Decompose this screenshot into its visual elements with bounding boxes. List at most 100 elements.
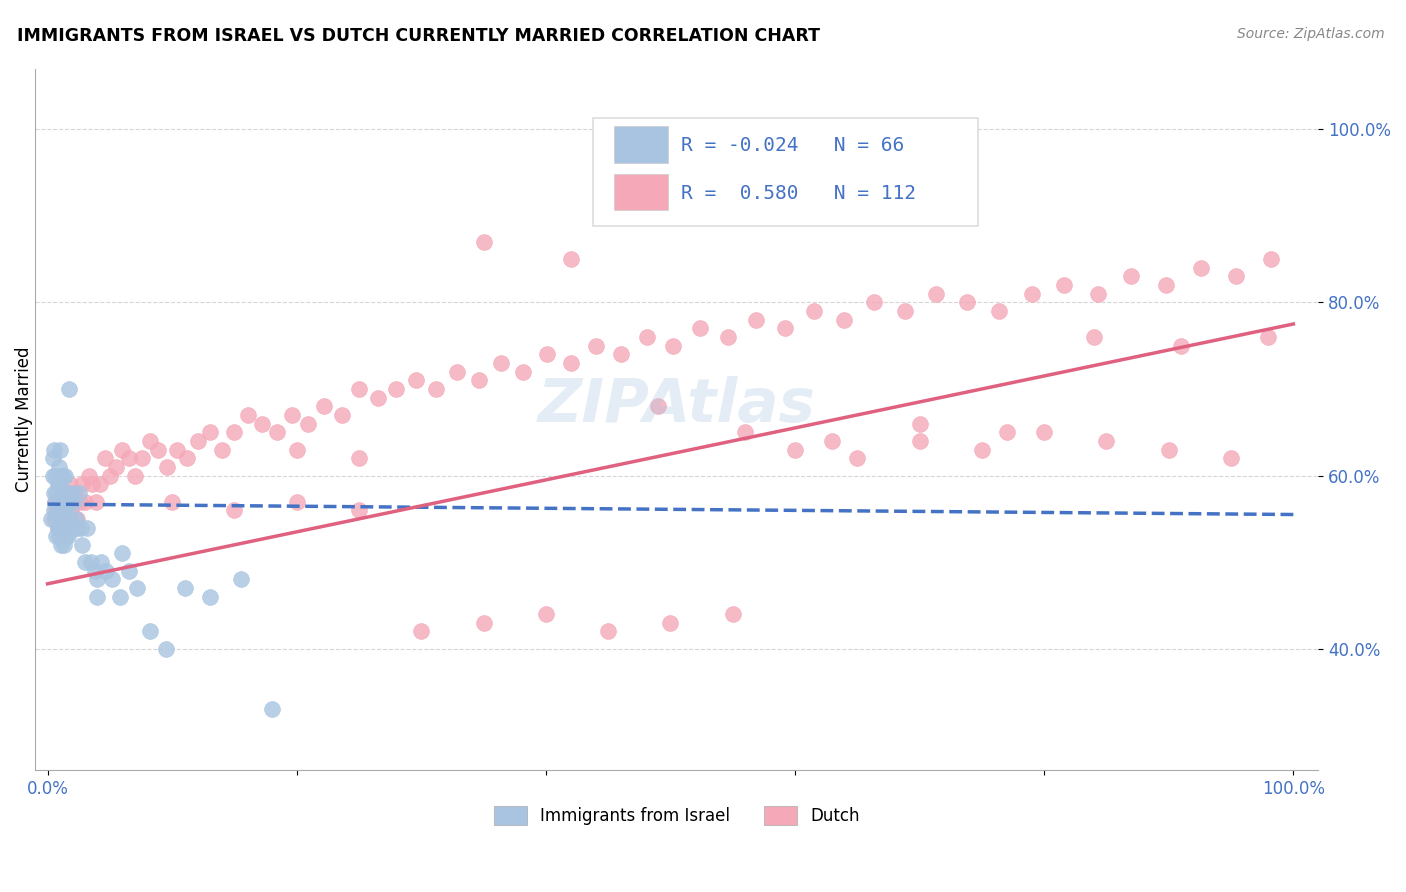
Point [155, 641, 177, 656]
Point [86, 590, 108, 604]
Point [66, 512, 89, 526]
Point [49, 520, 72, 534]
Point [908, 417, 931, 431]
Point [1257, 330, 1279, 344]
Point [783, 442, 806, 457]
Text: R = -0.024   N = 66: R = -0.024 N = 66 [681, 136, 904, 155]
Point [1225, 269, 1247, 284]
Point [63, 520, 86, 534]
Point [609, 347, 631, 361]
FancyBboxPatch shape [593, 118, 979, 227]
Point [52, 503, 75, 517]
Point [56, 486, 79, 500]
Point [970, 442, 993, 457]
Point [1170, 338, 1192, 352]
Point [94, 564, 117, 578]
Point [51, 520, 73, 534]
FancyBboxPatch shape [614, 174, 668, 211]
Point [405, 373, 427, 387]
Point [46, 503, 69, 517]
Point [90, 555, 112, 569]
Point [224, 503, 246, 517]
Point [446, 365, 468, 379]
Point [803, 304, 825, 318]
Point [1095, 434, 1118, 448]
Point [138, 434, 160, 448]
Point [82, 477, 104, 491]
Point [46, 477, 69, 491]
Point [44, 494, 66, 508]
Point [48, 459, 70, 474]
Point [745, 312, 768, 326]
Point [330, 408, 353, 422]
Point [160, 494, 183, 508]
Point [72, 538, 94, 552]
Point [51, 520, 73, 534]
Point [229, 573, 252, 587]
Point [59, 512, 82, 526]
Point [60, 503, 83, 517]
Point [73, 555, 96, 569]
Point [908, 434, 931, 448]
Point [472, 615, 495, 630]
Point [59, 477, 82, 491]
Point [124, 468, 146, 483]
Point [55, 529, 77, 543]
Text: R =  0.580   N = 112: R = 0.580 N = 112 [681, 184, 915, 202]
Point [111, 547, 134, 561]
Point [48, 503, 70, 517]
Point [187, 434, 209, 448]
Point [411, 624, 433, 639]
Point [46, 520, 69, 534]
Point [166, 442, 188, 457]
Point [773, 321, 796, 335]
Point [832, 312, 855, 326]
Point [647, 399, 669, 413]
Point [77, 468, 100, 483]
Point [69, 494, 91, 508]
Point [585, 338, 607, 352]
Text: Source: ZipAtlas.com: Source: ZipAtlas.com [1237, 27, 1385, 41]
Point [49, 494, 72, 508]
Point [76, 520, 98, 534]
Point [45, 503, 67, 517]
Point [42, 512, 65, 526]
Point [98, 468, 121, 483]
Point [73, 494, 96, 508]
Point [1033, 425, 1056, 440]
Point [51, 486, 73, 500]
Point [44, 468, 66, 483]
Point [821, 434, 844, 448]
Point [42, 503, 65, 517]
Point [52, 538, 75, 552]
Point [198, 590, 221, 604]
Point [1053, 278, 1076, 293]
Point [1021, 286, 1043, 301]
Point [425, 382, 447, 396]
Point [111, 442, 134, 457]
Point [285, 442, 308, 457]
Point [266, 425, 288, 440]
Point [846, 451, 869, 466]
Point [39, 512, 62, 526]
Point [347, 382, 370, 396]
Point [105, 459, 128, 474]
Point [53, 503, 76, 517]
Point [80, 555, 103, 569]
Point [893, 304, 915, 318]
Legend: Immigrants from Israel, Dutch: Immigrants from Israel, Dutch [494, 805, 860, 825]
Point [45, 512, 67, 526]
Point [534, 607, 557, 621]
Point [1220, 451, 1243, 466]
Point [1189, 260, 1212, 275]
Point [862, 295, 884, 310]
Point [101, 573, 124, 587]
Point [46, 520, 69, 534]
Point [41, 451, 63, 466]
Point [659, 615, 682, 630]
Point [314, 399, 336, 413]
Point [1083, 330, 1105, 344]
Point [58, 382, 80, 396]
Text: IMMIGRANTS FROM ISRAEL VS DUTCH CURRENTLY MARRIED CORRELATION CHART: IMMIGRANTS FROM ISRAEL VS DUTCH CURRENTL… [17, 27, 820, 45]
Point [598, 624, 620, 639]
